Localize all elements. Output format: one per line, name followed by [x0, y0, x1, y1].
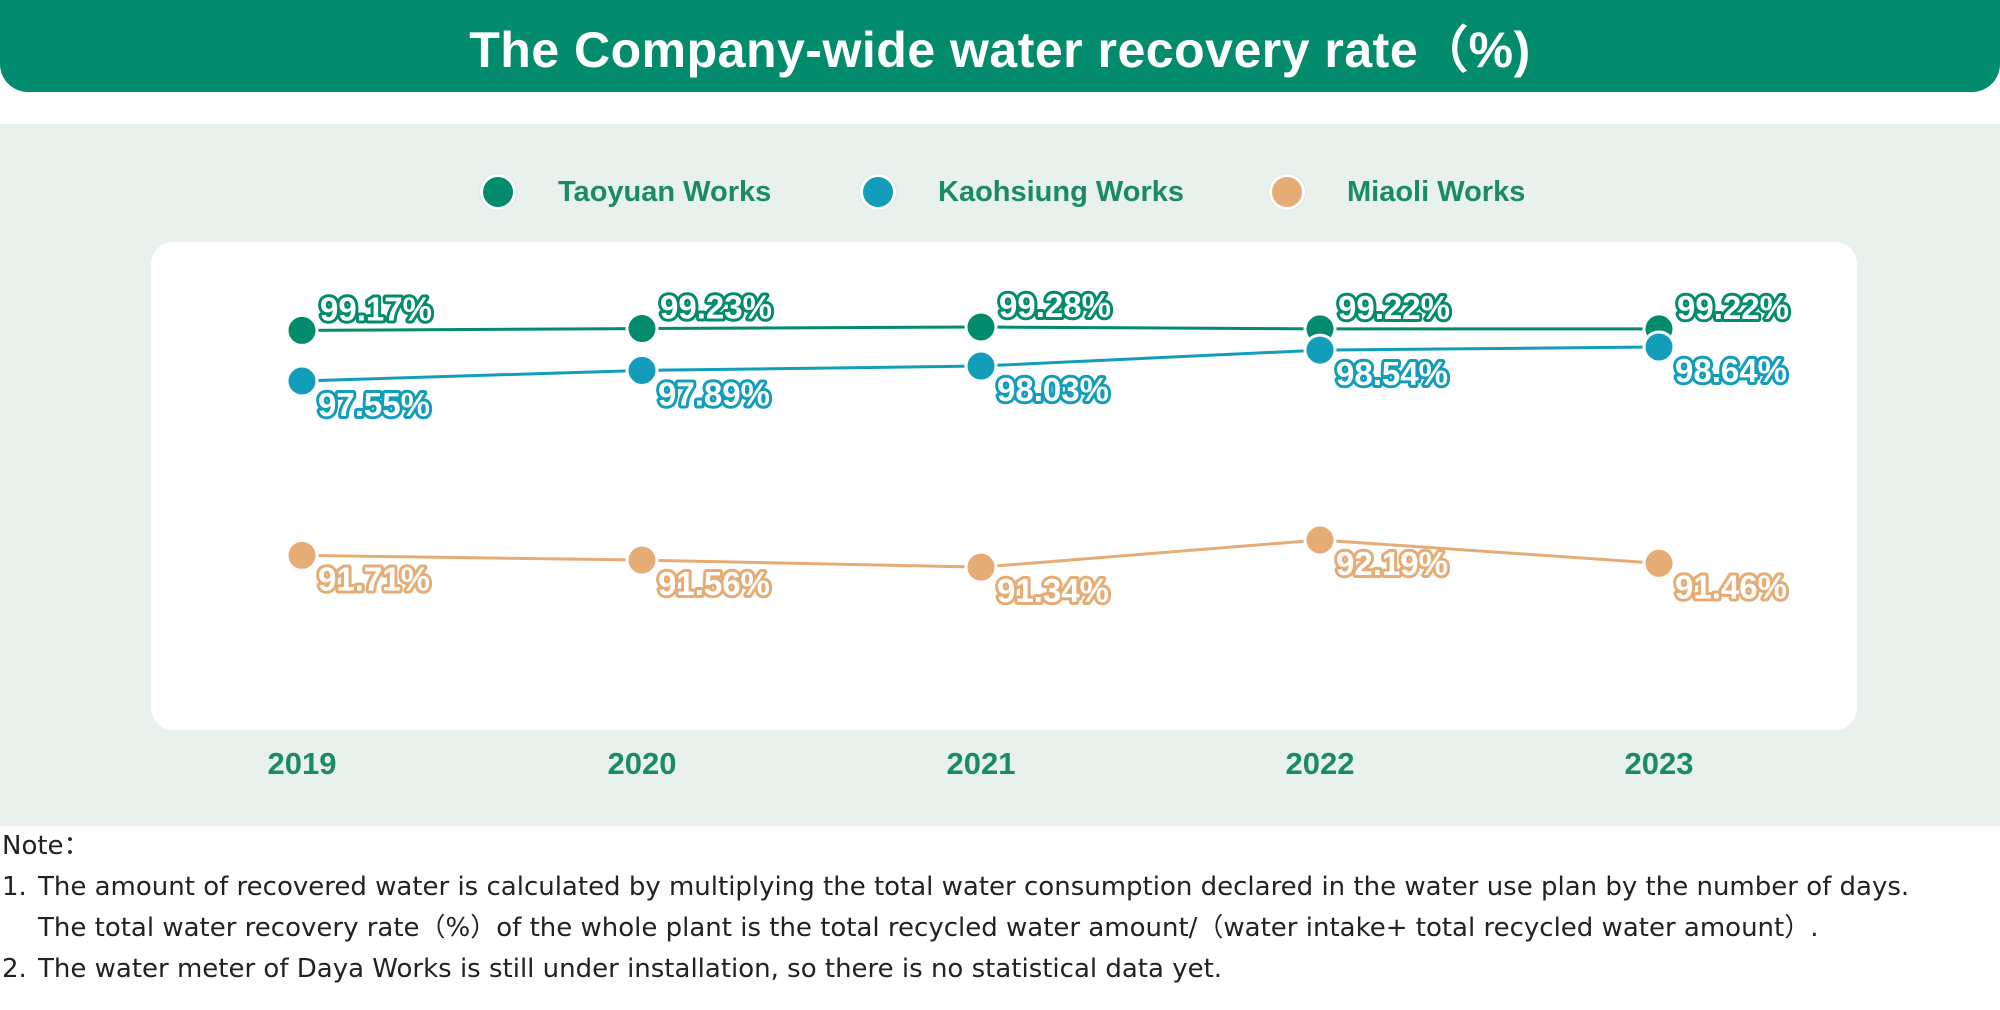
plot-area — [151, 242, 1857, 730]
data-point-taoyuan-2019 — [285, 313, 319, 347]
x-tick-label-2023: 2023 — [1625, 746, 1694, 781]
notes-heading: Note： — [2, 831, 90, 861]
data-point-taoyuan-2020 — [625, 312, 659, 346]
note-1-number: 1. — [2, 872, 27, 902]
x-tick-label-2021: 2021 — [947, 746, 1016, 781]
legend-marker-miaoli — [1269, 174, 1305, 210]
data-point-taoyuan-2021 — [964, 310, 998, 344]
data-label-miaoli-2020: 91.56% — [658, 565, 770, 602]
data-point-kaohsiung-2022 — [1303, 333, 1337, 367]
data-point-kaohsiung-2023 — [1642, 330, 1676, 364]
legend-item-miaoli: Miaoli Works — [1269, 170, 1525, 214]
note-2-number: 2. — [2, 954, 27, 984]
data-point-miaoli-2019 — [285, 538, 319, 572]
data-point-kaohsiung-2020 — [625, 353, 659, 387]
data-label-miaoli-2023: 91.46% — [1675, 568, 1787, 605]
data-label-taoyuan-2023: 99.22% — [1677, 289, 1789, 326]
data-label-miaoli-2022: 92.19% — [1336, 545, 1448, 582]
data-label-miaoli-2019: 91.71% — [318, 560, 430, 597]
legend-item-taoyuan: Taoyuan Works — [480, 170, 771, 214]
data-point-miaoli-2023 — [1642, 546, 1676, 580]
data-point-miaoli-2022 — [1303, 523, 1337, 557]
legend-item-kaohsiung: Kaohsiung Works — [860, 170, 1184, 214]
note-1-text-1: The amount of recovered water is calcula… — [38, 872, 1910, 902]
note-1-line-1: 1. The amount of recovered water is calc… — [2, 867, 1998, 908]
data-label-taoyuan-2022: 99.22% — [1338, 289, 1450, 326]
data-label-miaoli-2021: 91.34% — [997, 572, 1109, 609]
data-label-taoyuan-2019: 99.17% — [320, 290, 432, 327]
data-label-kaohsiung-2021: 98.03% — [997, 371, 1109, 408]
data-point-miaoli-2020 — [625, 543, 659, 577]
note-indent — [2, 908, 38, 949]
note-1-line-2: The total water recovery rate（%）of the w… — [2, 908, 1998, 949]
x-tick-label-2020: 2020 — [608, 746, 677, 781]
note-2-line-1: 2. The water meter of Daya Works is stil… — [2, 949, 1998, 990]
legend-label-miaoli: Miaoli Works — [1347, 175, 1526, 208]
note-1-text-2: The total water recovery rate（%）of the w… — [38, 913, 1819, 943]
data-label-kaohsiung-2022: 98.54% — [1336, 355, 1448, 392]
data-label-kaohsiung-2023: 98.64% — [1675, 352, 1787, 389]
legend-marker-taoyuan — [480, 174, 516, 210]
data-point-kaohsiung-2021 — [964, 349, 998, 383]
title-bar: The Company-wide water recovery rate（%) — [0, 0, 2000, 92]
note-2-text-1: The water meter of Daya Works is still u… — [38, 954, 1223, 984]
legend-label-taoyuan: Taoyuan Works — [558, 175, 772, 208]
notes: Note： 1. The amount of recovered water i… — [2, 826, 1998, 990]
chart-title: The Company-wide water recovery rate（%) — [469, 22, 1531, 78]
data-label-kaohsiung-2019: 97.55% — [318, 386, 430, 423]
data-label-taoyuan-2020: 99.23% — [660, 289, 772, 326]
legend-marker-kaohsiung — [860, 174, 896, 210]
legend-label-kaohsiung: Kaohsiung Works — [938, 175, 1184, 208]
data-point-miaoli-2021 — [964, 550, 998, 584]
x-tick-label-2019: 2019 — [268, 746, 337, 781]
data-label-taoyuan-2021: 99.28% — [999, 287, 1111, 324]
data-point-kaohsiung-2019 — [285, 364, 319, 398]
data-label-kaohsiung-2020: 97.89% — [658, 375, 770, 412]
x-tick-label-2022: 2022 — [1286, 746, 1355, 781]
